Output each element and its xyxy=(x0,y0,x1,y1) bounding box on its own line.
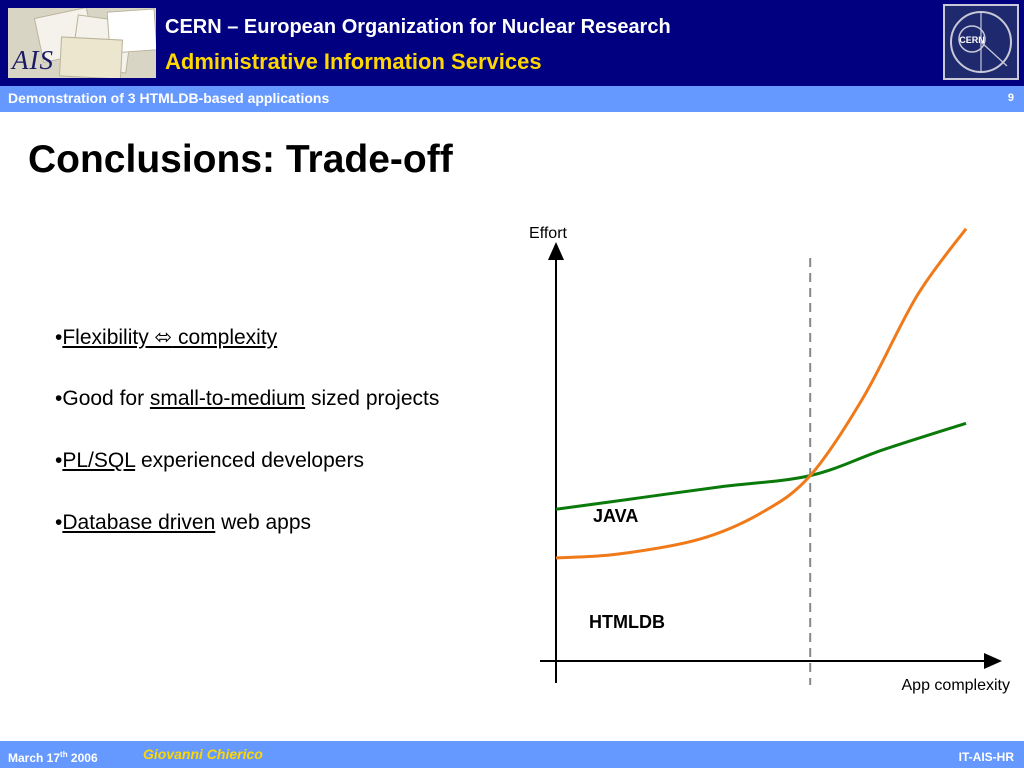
bullet-list: •Flexibility ⬄ complexity •Good for smal… xyxy=(55,325,535,573)
bullet-project-size: •Good for small-to-medium sized projects xyxy=(55,387,440,410)
footer-date: March 17th 2006 xyxy=(8,750,98,765)
flexibility-link[interactable]: Flexibility ⬄ complexity xyxy=(62,326,278,349)
htmldb-series-label: HTMLDB xyxy=(589,612,665,632)
database-driven-link[interactable]: Database driven xyxy=(62,511,216,534)
x-axis-label: App complexity xyxy=(902,677,1011,694)
bullet-marker: • xyxy=(55,326,63,349)
small-to-medium-link[interactable]: small-to-medium xyxy=(149,387,306,410)
y-axis-label: Effort xyxy=(529,225,568,242)
double-arrow-icon: ⬄ xyxy=(154,326,173,349)
footer-author: Giovanni Chierico xyxy=(143,746,263,762)
ais-logo-text: AIS xyxy=(12,45,54,75)
bullet-database: •Database driven web apps xyxy=(55,511,312,534)
bullet-plsql: •PL/SQL experienced developers xyxy=(55,449,364,472)
header-bar: AIS CERN – European Organization for Nuc… xyxy=(0,0,1024,86)
cern-logo-graphic: CERN xyxy=(950,11,1012,73)
footer-bar: March 17th 2006 Giovanni Chierico IT-AIS… xyxy=(0,741,1024,768)
htmldb-series-line xyxy=(555,227,968,560)
java-series-line xyxy=(555,421,967,511)
bullet-flexibility: •Flexibility ⬄ complexity xyxy=(55,325,535,387)
bullet-marker: • xyxy=(55,511,63,534)
org-title: CERN – European Organization for Nuclear… xyxy=(165,16,671,38)
bullet-marker: • xyxy=(55,449,63,472)
java-series-label: JAVA xyxy=(593,506,638,526)
presentation-title: Demonstration of 3 HTMLDB-based applicat… xyxy=(8,90,330,106)
footer-department: IT-AIS-HR xyxy=(958,750,1014,764)
presentation-bar: Demonstration of 3 HTMLDB-based applicat… xyxy=(0,86,1024,112)
slide-title: Conclusions: Trade-off xyxy=(28,138,453,181)
ais-logo: AIS xyxy=(8,8,156,78)
cern-logo-text: CERN xyxy=(959,35,985,45)
org-subtitle: Administrative Information Services xyxy=(165,49,542,74)
bullet-marker: • xyxy=(55,387,63,410)
plsql-link[interactable]: PL/SQL xyxy=(62,449,136,472)
cern-logo: CERN xyxy=(943,4,1019,80)
page-number: 9 xyxy=(1007,92,1014,104)
